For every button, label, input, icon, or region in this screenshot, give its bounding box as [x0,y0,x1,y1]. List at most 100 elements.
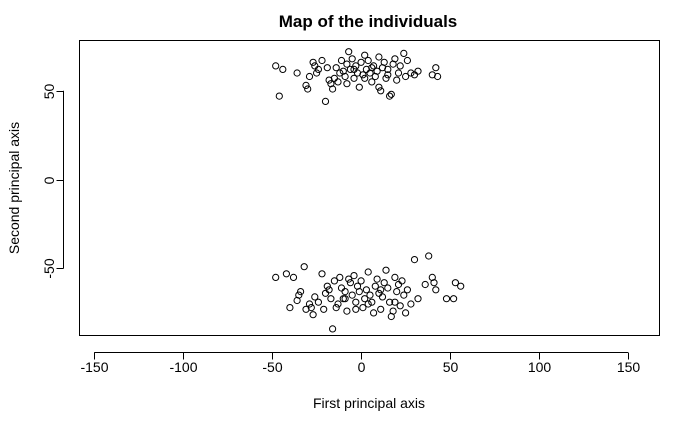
data-point [384,71,392,79]
data-point [343,307,351,315]
data-point [368,78,376,86]
data-point [293,69,301,77]
data-point [350,74,358,82]
data-point [389,307,397,315]
data-point [272,273,280,281]
data-point [307,304,315,312]
data-point [302,81,310,90]
data-point [398,277,406,285]
y-axis-label: Second principal axis [6,122,22,254]
data-point [361,74,369,82]
data-point [359,71,367,79]
x-tick-label: -50 [262,359,282,375]
data-point [330,277,338,285]
data-point [394,69,403,77]
data-point [341,72,349,81]
data-point [432,64,440,72]
data-point [400,291,408,299]
data-point [305,300,314,308]
data-point [309,311,317,319]
data-point [272,62,280,70]
data-point [414,67,422,75]
data-point [393,288,401,296]
x-axis-label: First principal axis [313,395,425,411]
data-point [391,298,399,306]
data-point [336,273,344,281]
data-point [336,69,344,77]
y-tick-label: 0 [41,176,57,184]
data-point [402,309,410,317]
chart-title: Map of the individuals [279,12,458,31]
data-point [341,288,349,296]
data-point [320,305,328,313]
data-point [384,284,392,292]
data-point [346,65,354,74]
data-point [425,252,433,260]
data-point [368,64,376,72]
data-point [345,48,353,56]
data-point [327,295,335,303]
data-point [279,65,287,74]
data-point [318,56,326,65]
data-point [282,270,290,278]
data-point [451,279,459,287]
data-point [332,64,340,72]
data-point [362,286,370,294]
data-point [380,279,388,287]
data-point [386,92,394,100]
data-point [289,273,298,281]
data-point [350,272,358,280]
data-point [334,300,342,308]
data-point [318,270,326,278]
data-point [387,90,395,98]
data-point [366,291,374,299]
data-point [450,295,458,303]
data-point [410,256,419,264]
y-tick-label: -50 [41,258,57,278]
data-point [382,74,390,82]
data-point [373,67,381,75]
data-point [350,65,358,74]
plot-frame [79,40,660,336]
data-point [377,305,385,313]
data-point [377,286,385,294]
data-point [400,49,408,58]
x-tick-label: 100 [528,359,552,375]
data-point [391,55,399,63]
data-point [361,51,369,59]
data-point [311,293,319,301]
data-point [403,56,411,65]
data-point [396,62,404,70]
data-point [407,300,415,308]
data-point [330,74,338,82]
data-point [434,72,442,81]
data-point [337,56,346,65]
data-points [272,48,465,333]
data-point [300,263,308,271]
data-point [364,56,372,65]
data-point [323,282,331,290]
data-point [375,53,383,61]
data-point [375,289,383,297]
data-point [430,279,438,287]
data-point [352,298,360,306]
data-point [371,282,379,290]
data-point [343,80,351,88]
y-tick-label: 50 [41,84,57,100]
data-point [321,289,330,297]
data-point [393,76,401,84]
data-point [359,304,367,312]
data-point [325,286,333,294]
data-point [410,71,419,79]
data-point [311,62,319,70]
x-tick-label: -150 [80,359,108,375]
data-point [305,72,314,81]
data-point [373,275,381,283]
data-point [402,72,410,81]
data-point [329,325,337,333]
data-point [334,78,342,86]
data-point [275,92,283,100]
x-tick-label: 150 [617,359,641,375]
x-tick-label: -100 [169,359,197,375]
data-point [391,273,399,281]
